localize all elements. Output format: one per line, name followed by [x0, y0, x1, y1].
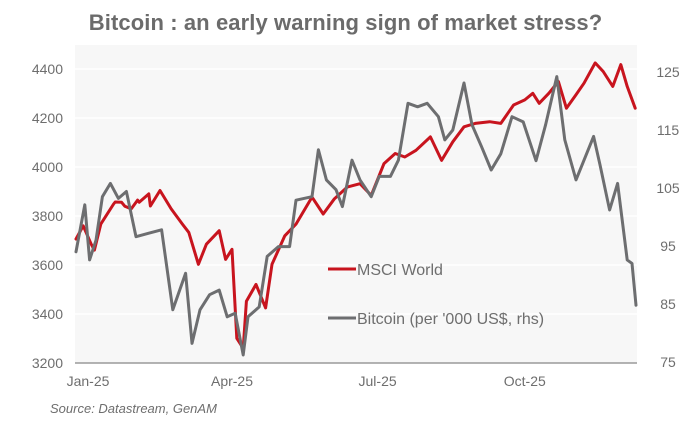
left-y-axis: 3200 3400 3600 3800 4000 4200 4400 — [32, 61, 63, 371]
x-tick-label: Jul-25 — [359, 373, 397, 389]
right-tick-label: 95 — [660, 238, 676, 254]
x-tick-label: Oct-25 — [504, 373, 546, 389]
x-axis: Jan-25 Apr-25 Jul-25 Oct-25 — [67, 373, 546, 389]
left-tick-label: 3800 — [32, 208, 63, 224]
right-y-axis: 75 85 95 105 115 125 — [656, 64, 680, 370]
x-tick-label: Apr-25 — [211, 373, 253, 389]
gridlines — [75, 68, 637, 315]
right-tick-label: 125 — [656, 64, 680, 80]
legend-label-bitcoin: Bitcoin (per '000 US$, rhs) — [357, 311, 544, 328]
source-note: Source: Datastream, GenAM — [50, 401, 217, 416]
legend: MSCI World Bitcoin (per '000 US$, rhs) — [328, 262, 544, 328]
series-line-bitcoin — [74, 75, 638, 357]
right-tick-label: 115 — [657, 122, 680, 138]
left-tick-label: 3600 — [32, 257, 63, 273]
series-lines — [74, 61, 638, 357]
left-tick-label: 4200 — [32, 110, 63, 126]
right-tick-label: 85 — [660, 296, 676, 312]
chart-title: Bitcoin : an early warning sign of marke… — [88, 10, 603, 35]
left-tick-label: 3200 — [32, 355, 63, 371]
left-tick-label: 4400 — [32, 61, 63, 77]
x-tick-label: Jan-25 — [67, 373, 110, 389]
left-tick-label: 4000 — [32, 159, 63, 175]
left-tick-label: 3400 — [32, 306, 63, 322]
right-tick-label: 105 — [656, 180, 680, 196]
right-tick-label: 75 — [660, 354, 676, 370]
legend-label-msci-world: MSCI World — [357, 262, 443, 279]
